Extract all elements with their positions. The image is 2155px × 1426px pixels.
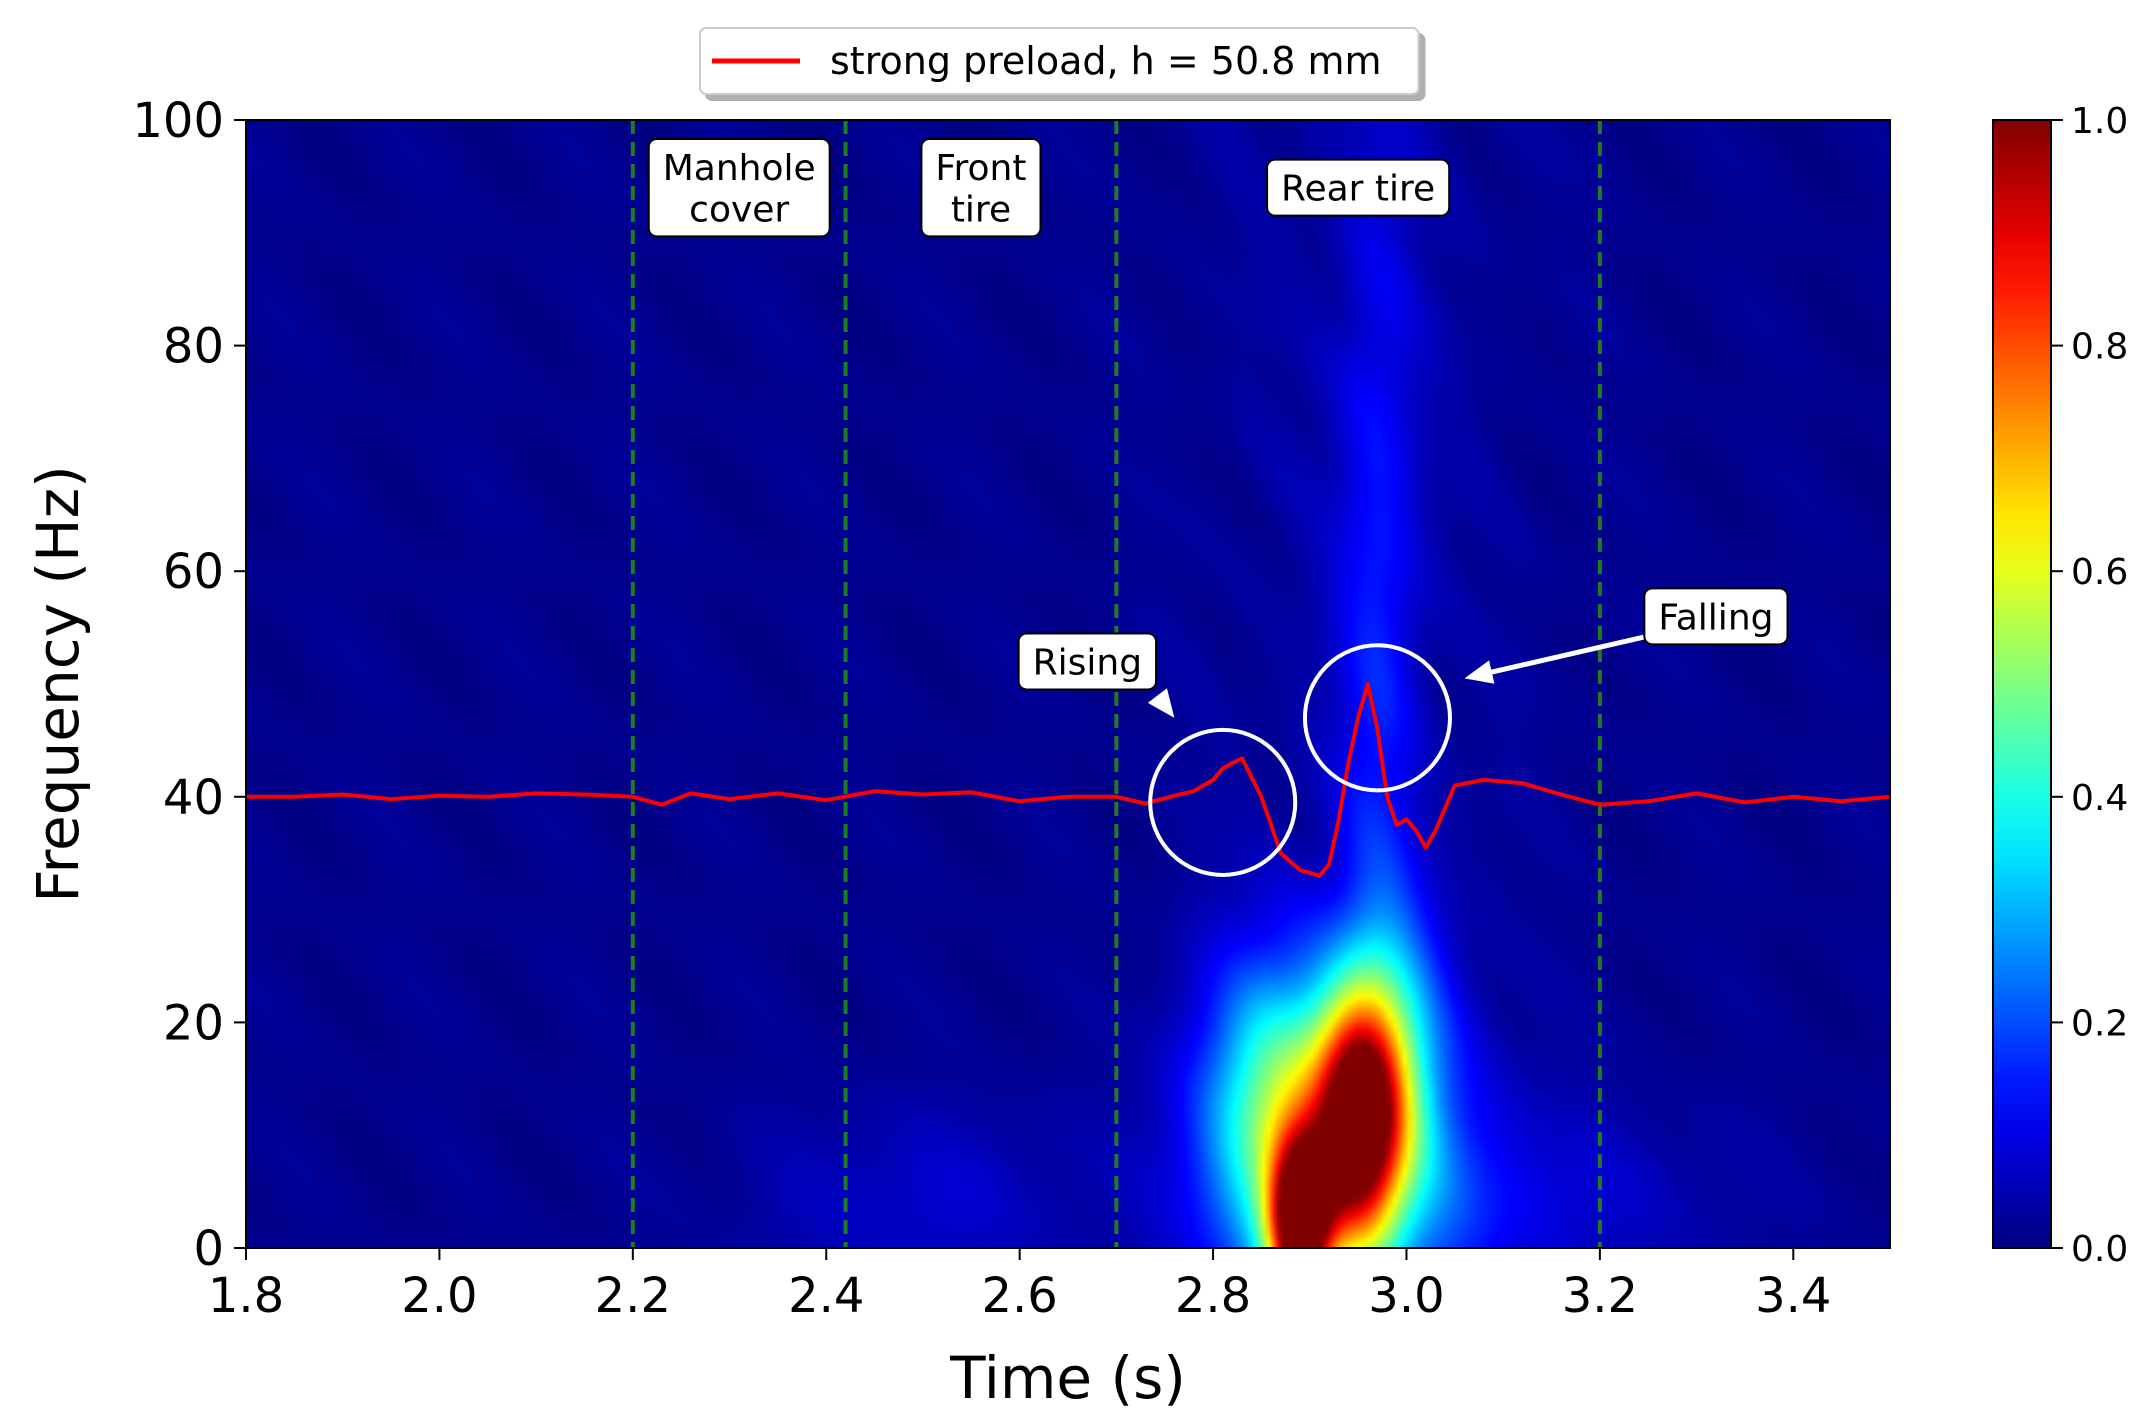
x-tick-label: 2.4 [788,1268,864,1324]
annotation-arrow-falling [1491,631,1657,675]
annotation-label-rising-box [1017,632,1158,691]
y-tick-label: 20 [163,995,224,1051]
colorbar-tick-label: 0.8 [2071,327,2128,368]
region-label-2-text-0: Rear tire [1281,169,1435,210]
legend-box [699,27,1420,95]
x-tick-label: 2.2 [595,1268,671,1324]
annotation-arrowhead-falling [1464,660,1495,684]
region-label-1-text-1: tire [951,189,1011,230]
colorbar-gradient [1992,119,2052,1249]
annotation-label-rising: Rising [1017,632,1158,691]
series-line-0 [246,682,1890,878]
annotation-circle-falling [1302,643,1452,793]
annotation-arrowhead-rising [1147,688,1175,718]
x-axis-label: Time (s) [949,1344,1186,1412]
y-tick-label: 60 [163,544,224,600]
x-tick-label: 2.6 [981,1268,1057,1324]
colorbar-tick-label: 0.4 [2071,778,2128,819]
region-label-0-text-1: cover [689,189,789,230]
colorbar: 0.0 0.2 0.4 0.6 0.8 1.0 [1992,101,2128,1270]
colorbar-tick-label: 1.0 [2071,101,2128,142]
colorbar-tick-label: 0.6 [2071,552,2128,593]
region-label-2-box [1266,158,1451,217]
region-label-1-text-0: Front [935,148,1026,189]
y-tick-label: 80 [163,319,224,375]
y-tick-label: 100 [132,93,224,149]
y-axis: 0 20 40 60 80 100 [132,93,246,1277]
region-label-1-box [920,137,1042,238]
region-label-2: Rear tire [1266,158,1451,217]
x-tick-label: 1.8 [208,1268,284,1324]
legend: strong preload, h = 50.8 mm [699,27,1420,95]
x-tick-label: 3.0 [1368,1268,1444,1324]
x-tick-label: 2.0 [401,1268,477,1324]
x-tick-label: 2.8 [1175,1268,1251,1324]
y-tick-label: 40 [163,770,224,826]
annotation-label-rising-text-0: Rising [1033,642,1142,683]
annotation-label-falling-text-0: Falling [1658,597,1773,638]
y-tick-label: 0 [193,1221,224,1277]
y-axis-label: Frequency (Hz) [24,465,92,902]
colorbar-tick-label: 0.2 [2071,1003,2128,1044]
region-label-0-text-0: Manhole [663,148,816,189]
legend-label: strong preload, h = 50.8 mm [830,39,1381,83]
x-tick-label: 3.2 [1562,1268,1638,1324]
plot-frame [245,119,1891,1249]
annotation-label-falling: Falling [1643,587,1789,646]
region-label-0-box [647,137,831,238]
annotation-label-falling-box [1643,587,1789,646]
x-axis: 1.8 2.0 2.2 2.4 2.6 2.8 3.0 3.2 3.4 [208,1248,1831,1324]
colorbar-tick-label: 0.0 [2071,1229,2128,1270]
x-tick-label: 3.4 [1755,1268,1831,1324]
annotation-circle-rising [1148,727,1298,877]
